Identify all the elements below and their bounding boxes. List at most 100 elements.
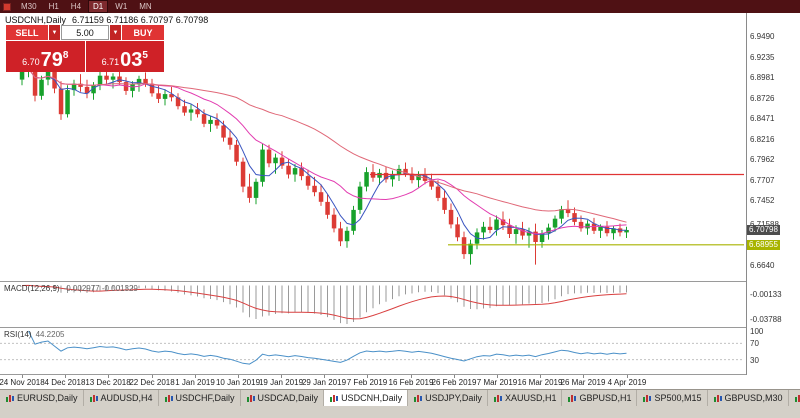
date-tick: [627, 375, 628, 378]
macd-panel[interactable]: [0, 282, 746, 327]
chart-icon: [246, 394, 255, 402]
tab-label: USDCHF,Daily: [175, 393, 235, 403]
tab-label: GBPUSD,H1: [579, 393, 632, 403]
timeframe-buttons: M30 H1 H4 D1 W1 MN: [16, 0, 157, 13]
timeframe-button-h1[interactable]: H1: [48, 2, 59, 11]
date-tick: [238, 375, 239, 378]
rsi-panel[interactable]: [0, 328, 746, 374]
date-tick: [411, 375, 412, 378]
chart-tab-gbpusd-m30[interactable]: GBPUSD,M30: [708, 390, 789, 406]
chart-tab-usdcnh-daily[interactable]: USDCNH,Daily: [324, 390, 409, 406]
symbol-period-label: USDCNH,Daily: [5, 15, 67, 25]
chart-tab-usdjpy-daily[interactable]: USDJPY,Daily: [408, 390, 488, 406]
tab-label: AUDUSD,H4: [100, 393, 153, 403]
chart-icon: [330, 394, 339, 402]
rsi-label: RSI(14): [4, 330, 32, 339]
chart-tab-eurusd-daily[interactable]: EURUSD,Daily: [0, 390, 84, 406]
sell-price-display[interactable]: 6.70 79 8: [6, 41, 85, 72]
buy-dropdown-icon[interactable]: ▼: [110, 25, 121, 40]
macd-axis-label: -0.00133: [750, 290, 782, 299]
macd-panel-divider[interactable]: [0, 281, 800, 282]
date-tick: [65, 375, 66, 378]
date-label: 7 Feb 2019: [346, 378, 388, 387]
chart-icon: [6, 394, 14, 402]
date-label: 22 Dec 2018: [129, 378, 175, 387]
tab-label: SP500,M15: [654, 393, 702, 403]
price-axis-label: 6.8981: [750, 73, 775, 82]
timeframe-button-mn[interactable]: MN: [139, 2, 152, 11]
chart-icon: [164, 394, 173, 402]
buy-price-big: 03: [120, 49, 143, 71]
tab-label: USDJPY,Daily: [425, 393, 482, 403]
date-label: 13 Dec 2018: [85, 378, 131, 387]
date-label: 29 Jan 2019: [301, 378, 347, 387]
timeframe-button-m30[interactable]: M30: [21, 2, 37, 11]
date-label: 16 Feb 2019: [388, 378, 434, 387]
price-axis-label: 6.7452: [750, 196, 775, 205]
timeframe-button-h4[interactable]: H4: [70, 2, 82, 11]
macd-axis-label: -0.03788: [750, 315, 782, 324]
sell-button[interactable]: SELL: [6, 25, 48, 40]
chart-window-icon[interactable]: [3, 2, 11, 11]
volume-input[interactable]: 5.00: [61, 25, 109, 40]
price-axis-label: 6.8216: [750, 135, 775, 144]
tab-label: GBPUSD,M30: [724, 393, 783, 403]
date-tick: [540, 375, 541, 378]
chart-tab-sp500-m15[interactable]: SP500,M15: [637, 390, 708, 406]
timeframe-button-d1[interactable]: D1: [88, 0, 109, 13]
price-axis-label: 6.9235: [750, 53, 775, 62]
price-marker: 6.70798: [747, 225, 780, 235]
one-click-trading-widget: SELL ▼ 5.00 ▼ BUY 6.70 79 8 6.71 03 5: [6, 25, 164, 72]
date-tick: [152, 375, 153, 378]
date-tick: [497, 375, 498, 378]
date-tick: [108, 375, 109, 378]
date-tick: [22, 375, 23, 378]
date-label: 26 Mar 2019: [560, 378, 606, 387]
chart-tab-audusd-h4[interactable]: AUDUSD,H4: [84, 390, 159, 406]
date-tick: [195, 375, 196, 378]
chart-tab-gbpusd-h1[interactable]: GBPUSD,H1: [562, 390, 638, 406]
date-label: 10 Jan 2019: [215, 378, 261, 387]
buy-price-display[interactable]: 6.71 03 5: [85, 41, 164, 72]
candlestick-chart[interactable]: [0, 13, 746, 281]
date-tick: [583, 375, 584, 378]
macd-label: MACD(12,26,9): [4, 284, 60, 293]
toolbar: M30 H1 H4 D1 W1 MN: [0, 0, 800, 13]
date-label: 7 Mar 2019: [476, 378, 518, 387]
price-axis-label: 6.8471: [750, 114, 775, 123]
macd-header: MACD(12,26,9) -0.002977 -0.001329: [4, 284, 138, 293]
chart-tab-usdchf-daily[interactable]: USDCHF,Daily: [159, 390, 241, 406]
sell-price-big: 79: [40, 49, 63, 71]
date-label: 24 Nov 2018: [0, 378, 45, 387]
date-tick: [281, 375, 282, 378]
chart-tab-usdcad-daily[interactable]: USDCAD,Daily: [241, 390, 325, 406]
rsi-axis-label: 100: [750, 327, 764, 336]
rsi-axis-label: 70: [750, 339, 759, 348]
tab-label: USDCAD,Daily: [257, 393, 319, 403]
price-axis-label: 6.71588: [750, 220, 779, 229]
chart-icon: [643, 394, 652, 402]
date-label: 4 Dec 2018: [44, 378, 86, 387]
date-tick: [324, 375, 325, 378]
chart-icon: [89, 394, 98, 402]
date-label: 1 Jan 2019: [175, 378, 215, 387]
price-axis-label: 6.7962: [750, 155, 775, 164]
price-axis[interactable]: 6.9490 6.9235 6.8981 6.8726 6.8471 6.8216 6.79…: [746, 13, 800, 375]
rsi-panel-divider[interactable]: [0, 327, 800, 328]
chart-icon: [493, 394, 502, 402]
sell-price-prefix: 6.70: [22, 57, 40, 67]
date-label: 19 Jan 2019: [258, 378, 304, 387]
time-axis-divider: [0, 374, 800, 375]
buy-price-prefix: 6.71: [101, 57, 120, 67]
rsi-header: RSI(14) 44.2205: [4, 330, 64, 339]
buy-price-pip: 5: [142, 50, 148, 61]
sell-dropdown-icon[interactable]: ▼: [49, 25, 60, 40]
time-axis[interactable]: 24 Nov 2018 4 Dec 2018 13 Dec 2018 22 Dec 2…: [0, 375, 746, 389]
date-tick: [454, 375, 455, 378]
timeframe-button-w1[interactable]: W1: [115, 2, 128, 11]
buy-button[interactable]: BUY: [122, 25, 164, 40]
price-marker: 6.68955: [747, 240, 780, 250]
chart-tab-dj30-h4[interactable]: DJ30,H4: [789, 390, 800, 406]
chart-tab-xauusd-h1[interactable]: XAUUSD,H1: [488, 390, 563, 406]
